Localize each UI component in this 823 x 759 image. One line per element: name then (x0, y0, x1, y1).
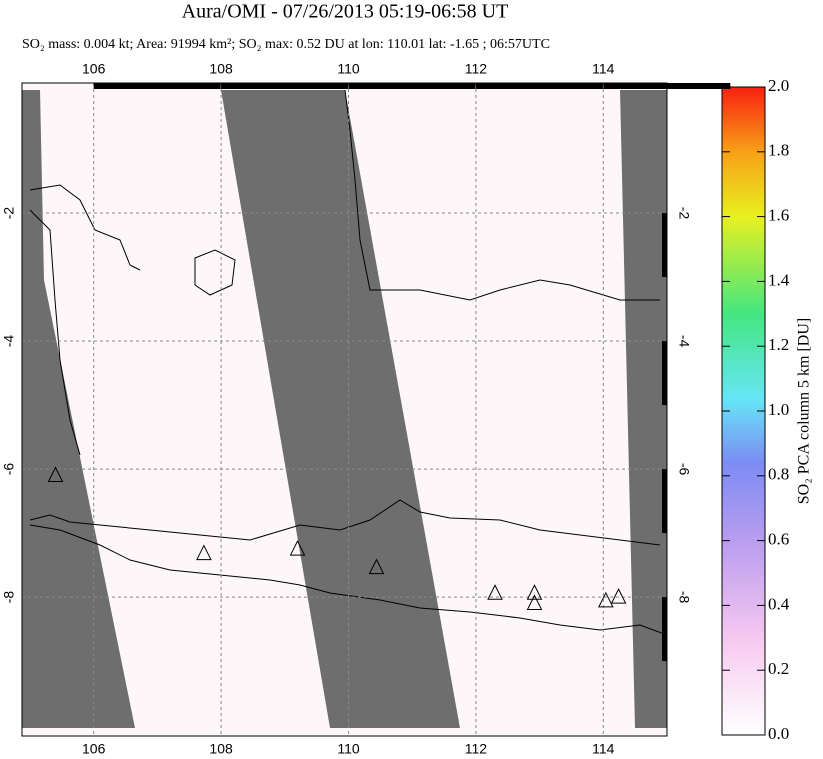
x-tick-label: 110 (337, 61, 360, 77)
tick-bar (662, 341, 667, 406)
no-data-swath (22, 90, 135, 728)
x-tick-label: 108 (209, 61, 233, 77)
tick-bar (475, 83, 603, 89)
tick-bar (662, 213, 667, 278)
coastline (194, 249, 236, 296)
map-area (22, 83, 667, 736)
colorbar-tick-label: 1.0 (768, 400, 789, 419)
x-tick-label: 114 (592, 741, 615, 757)
tick-bar (662, 597, 667, 662)
no-data-swath (620, 90, 667, 728)
tick-bar (348, 83, 476, 89)
colorbar-label: SO₂ PCA column 5 km [DU] (796, 318, 813, 504)
volcanoes (47, 466, 627, 610)
y-tick-label: -6 (1, 463, 17, 476)
volcano (526, 594, 543, 610)
colorbar-tick-label: 2.0 (768, 76, 789, 95)
x-tick-label: 108 (209, 741, 233, 757)
x-tick-label: 106 (82, 61, 106, 77)
title: Aura/OMI - 07/26/2013 05:19-06:58 UT (182, 1, 509, 23)
y-tick-label: -4 (1, 335, 17, 348)
tick-bar (93, 83, 221, 89)
coastline (29, 499, 667, 636)
colorbar-tick-label: 0.2 (768, 659, 789, 678)
volcano (598, 591, 614, 608)
tick-bar (221, 83, 349, 89)
volcano (47, 466, 64, 482)
x-tick-label: 112 (465, 741, 488, 757)
x-tick-label: 106 (82, 741, 106, 757)
y-tick-label: -2 (676, 207, 692, 220)
x-tick-label: 114 (592, 61, 615, 77)
grid (22, 83, 667, 736)
subtitle: SO₂ mass: 0.004 kt; Area: 91994 km²; SO₂… (22, 37, 550, 52)
volcano (196, 544, 212, 561)
volcano (289, 539, 306, 556)
coastline (29, 89, 660, 456)
colorbar-tick-label: 1.2 (768, 335, 789, 354)
colorbar-tick-label: 0.8 (768, 465, 789, 484)
y-tick-label: -8 (1, 591, 17, 604)
colorbar-tick-label: 0.6 (768, 530, 789, 549)
y-tick-label: -8 (676, 591, 692, 604)
x-tick-label: 110 (337, 741, 360, 757)
y-tick-label: -6 (676, 463, 692, 476)
colorbar-tick-label: 1.4 (768, 270, 790, 289)
colorbar-tick-label: 0.0 (768, 724, 789, 743)
x-tick-label: 112 (465, 61, 488, 77)
colorbar-tick-label: 0.4 (768, 594, 790, 613)
tick-bar (662, 469, 667, 534)
volcano (610, 587, 627, 604)
y-tick-label: -4 (676, 335, 692, 348)
no-data-swath (221, 90, 460, 728)
colorbar-tick-label: 1.8 (768, 141, 789, 160)
y-tick-label: -2 (1, 207, 17, 220)
volcano (526, 584, 543, 600)
volcano (368, 558, 385, 575)
volcano (487, 584, 503, 600)
colorbar-tick-label: 1.6 (768, 206, 789, 225)
tick-bar (603, 83, 731, 89)
